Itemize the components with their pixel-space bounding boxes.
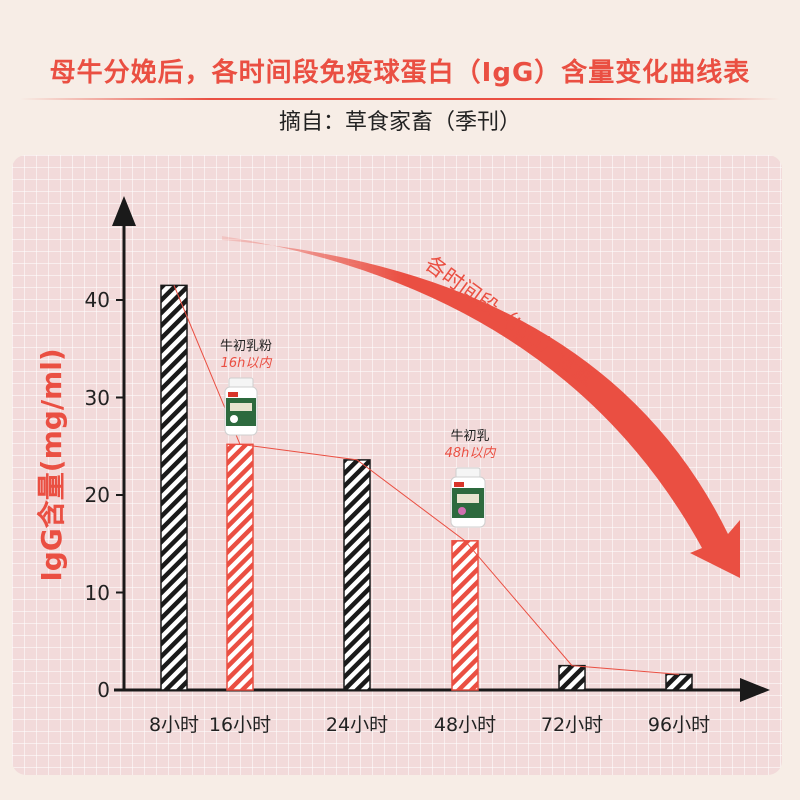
- x-tick-label: 72小时: [540, 714, 604, 736]
- x-axis-arrow-icon: [740, 678, 770, 702]
- y-tick-label: 40: [84, 288, 110, 312]
- x-tick-label: 24小时: [325, 714, 389, 736]
- bar-8小时: [160, 284, 188, 691]
- x-tick-label: 96小时: [647, 714, 711, 736]
- annotation-name: 牛初乳: [450, 429, 490, 444]
- y-tick-label: 30: [84, 385, 110, 410]
- y-tick-label: 10: [84, 580, 110, 605]
- y-axis-label: IgG含量(mg/ml): [35, 348, 68, 582]
- annotation-time: 16h以内: [220, 356, 272, 371]
- bar-24小时: [343, 459, 371, 691]
- y-axis-arrow-icon: [112, 196, 136, 226]
- source-note: 摘自：草食家畜（季刊）: [278, 110, 521, 135]
- bottle-icon: [450, 467, 486, 528]
- bar-16小时: [226, 443, 254, 691]
- chart-title: 母牛分娩后，各时间段免疫球蛋白（IgG）含量变化曲线表: [49, 58, 751, 88]
- x-tick-label: 8小时: [148, 714, 200, 736]
- trend-arrow: [222, 236, 740, 578]
- bottle-icon: [224, 377, 258, 436]
- x-tick-label: 48小时: [433, 714, 497, 736]
- bar-96小时: [665, 673, 693, 691]
- bar-72小时: [558, 664, 586, 691]
- y-tick-label: 20: [84, 483, 110, 507]
- x-tick-label: 16小时: [208, 714, 272, 736]
- y-tick-marks: [116, 299, 124, 594]
- annotation-time: 48h以内: [444, 446, 496, 461]
- y-tick-label: 0: [97, 678, 110, 702]
- bar-48小时: [451, 540, 479, 691]
- annotation-name: 牛初乳粉: [219, 339, 272, 354]
- title-divider: [20, 98, 780, 100]
